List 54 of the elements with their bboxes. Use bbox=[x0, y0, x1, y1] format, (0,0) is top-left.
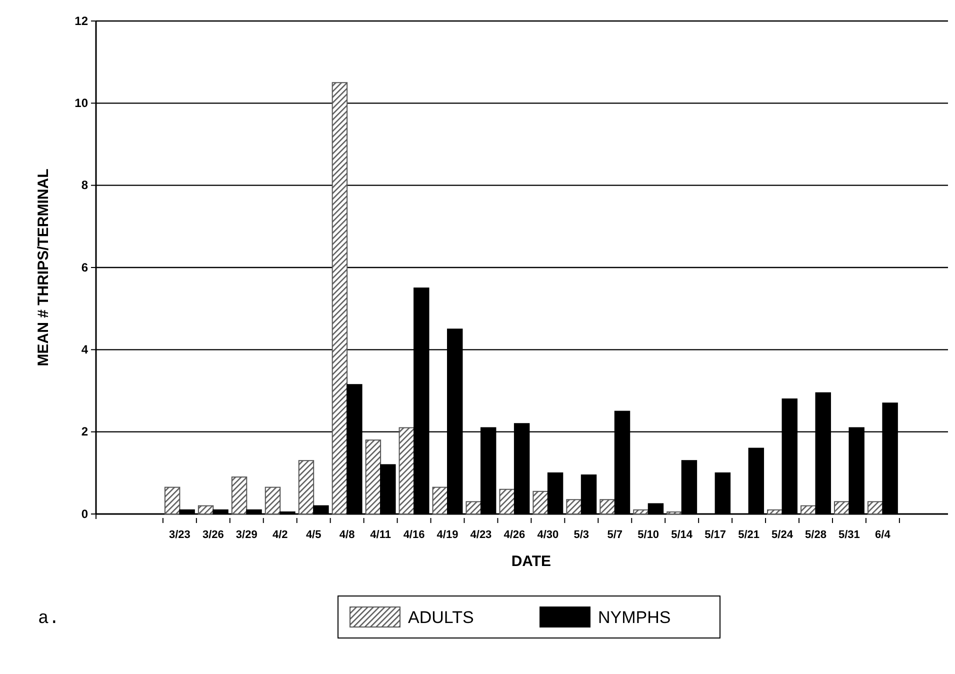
x-tick-label: 4/30 bbox=[537, 529, 559, 541]
y-axis-title: MEAN # THRIPS/TERMINAL bbox=[35, 168, 52, 366]
x-tick-label: 5/3 bbox=[574, 529, 590, 541]
bar bbox=[867, 501, 884, 514]
y-tick-label: 12 bbox=[74, 14, 88, 28]
bar bbox=[264, 486, 281, 514]
x-tick-label: 5/31 bbox=[838, 529, 860, 541]
bar bbox=[532, 490, 548, 514]
x-axis-title: DATE bbox=[511, 553, 552, 570]
bar bbox=[365, 440, 382, 514]
legend-label: ADULTS bbox=[408, 608, 474, 627]
bar bbox=[164, 486, 180, 514]
bar bbox=[298, 460, 314, 514]
x-tick-label: 5/10 bbox=[638, 529, 660, 541]
x-tick-label: 4/8 bbox=[339, 529, 355, 541]
bar bbox=[198, 505, 214, 514]
text: a. bbox=[38, 609, 60, 629]
x-tick-label: 4/26 bbox=[504, 529, 526, 541]
y-tick-label: 8 bbox=[81, 178, 88, 192]
x-tick-label: 6/4 bbox=[875, 529, 892, 541]
bar bbox=[332, 82, 348, 514]
x-tick-label: 5/7 bbox=[607, 529, 623, 541]
x-tick-label: 5/21 bbox=[738, 529, 760, 541]
bar bbox=[633, 509, 649, 514]
bar bbox=[499, 488, 515, 514]
bar bbox=[231, 476, 248, 514]
x-tick-label: 4/16 bbox=[403, 529, 425, 541]
x-tick-label: 3/23 bbox=[168, 529, 190, 541]
x-tick-label: 4/19 bbox=[436, 529, 458, 541]
x-tick-label: 3/29 bbox=[236, 529, 258, 541]
y-tick-label: 0 bbox=[81, 506, 88, 521]
bar bbox=[666, 511, 682, 514]
x-tick-label: 5/24 bbox=[772, 529, 794, 541]
bar bbox=[834, 501, 850, 514]
x-tick-label: 4/5 bbox=[306, 529, 322, 541]
bar bbox=[767, 509, 783, 514]
bar bbox=[566, 499, 582, 514]
x-tick-label: 5/17 bbox=[704, 529, 726, 541]
y-tick-label: 2 bbox=[81, 424, 88, 439]
y-tick-label: 6 bbox=[81, 260, 88, 274]
y-tick-label: 4 bbox=[81, 342, 88, 357]
x-tick-label: 5/14 bbox=[671, 529, 694, 541]
x-tick-label: 5/28 bbox=[805, 529, 826, 541]
bar bbox=[466, 501, 482, 514]
legend-label: NYMPHS bbox=[598, 608, 671, 627]
bar bbox=[398, 427, 415, 514]
x-tick-label: 4/11 bbox=[370, 529, 391, 541]
bar bbox=[600, 499, 616, 514]
y-tick-label: 10 bbox=[74, 96, 88, 110]
bar bbox=[800, 505, 816, 514]
bar bbox=[432, 486, 448, 514]
x-tick-label: 3/26 bbox=[202, 529, 224, 541]
x-tick-label: 4/23 bbox=[470, 529, 492, 541]
x-tick-label: 4/2 bbox=[272, 529, 288, 541]
